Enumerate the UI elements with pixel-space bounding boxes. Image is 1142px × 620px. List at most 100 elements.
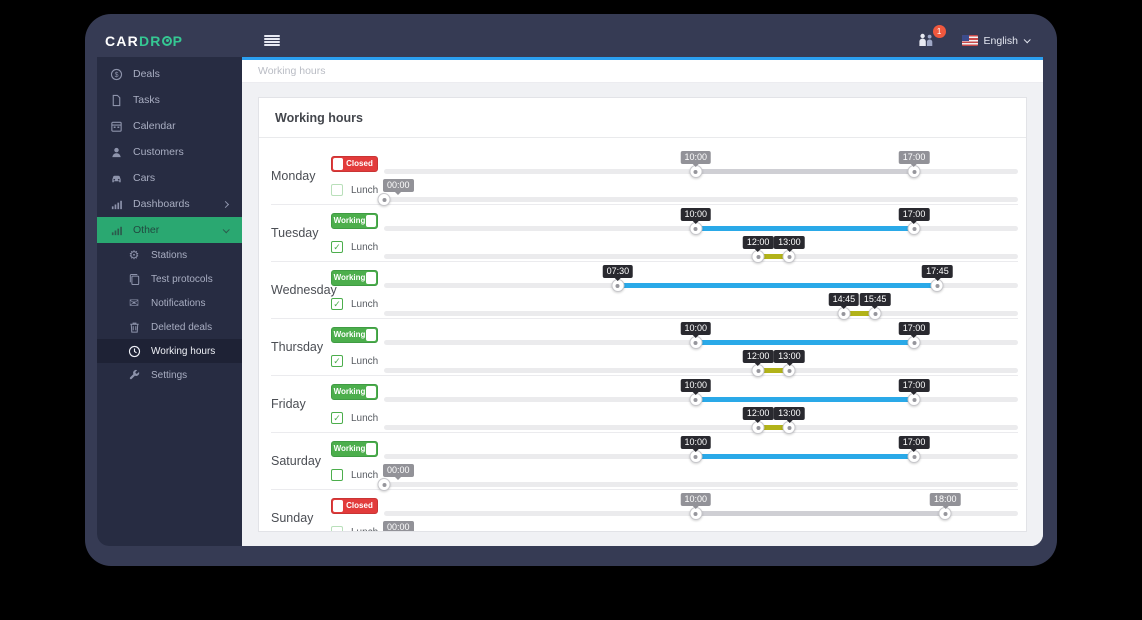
toggle-label: Working — [333, 216, 366, 225]
slider-tooltip: 10:00 — [680, 379, 712, 395]
toggle-label: Working — [333, 273, 366, 282]
notifications-icon: ✉ — [128, 296, 140, 310]
sidebar-main-menu: $ Deals Tasks Calendar Customers Cars Da… — [97, 61, 242, 243]
day-status-toggle[interactable]: Working — [331, 270, 378, 286]
sidebar-item-tasks[interactable]: Tasks — [97, 87, 242, 113]
card-title: Working hours — [259, 98, 1026, 138]
language-selector[interactable]: English — [961, 34, 1031, 47]
language-label: English — [983, 34, 1018, 47]
lunch-checkbox[interactable] — [331, 184, 343, 196]
sidebar-sub-menu: ⚙ Stations Test protocols ✉ Notification… — [97, 243, 242, 387]
slider-tooltip: 17:00 — [898, 151, 930, 167]
logo[interactable]: CAR DR P — [97, 24, 242, 57]
lunch-slider[interactable]: 12:00 13:00 — [384, 233, 1018, 263]
working-hours-slider[interactable]: 07:30 17:45 — [384, 262, 1018, 292]
sidebar-item-stations[interactable]: ⚙ Stations — [128, 248, 188, 262]
slider-range — [843, 311, 876, 316]
sidebar-item-calendar[interactable]: Calendar — [97, 113, 242, 139]
working-hours-slider[interactable]: 10:00 17:00 — [384, 148, 1018, 178]
chevron-down-icon — [1023, 36, 1031, 44]
sidebar-item-notifications[interactable]: ✉ Notifications — [128, 296, 206, 310]
slider-tooltip: 14:45 — [828, 293, 860, 309]
deals-icon: $ — [109, 67, 123, 81]
working-hours-slider[interactable]: 10:00 17:00 — [384, 433, 1018, 463]
top-header: CAR DR P 1 — [97, 24, 1043, 57]
slider-tooltip: 10:00 — [680, 151, 712, 167]
sidebar-item-test-protocols[interactable]: Test protocols — [97, 267, 242, 291]
slider-tooltip: 10:00 — [680, 493, 712, 509]
slider-handle[interactable] — [689, 507, 703, 520]
slider-range — [695, 340, 915, 345]
day-status-toggle[interactable]: Working — [331, 327, 378, 343]
slider-tooltip: 17:00 — [898, 436, 930, 452]
lunch-checkbox[interactable]: ✓ — [331, 298, 343, 310]
day-status-toggle[interactable]: Working — [331, 441, 378, 457]
slider-handle[interactable] — [377, 193, 391, 206]
lunch-slider[interactable]: 12:00 13:00 — [384, 347, 1018, 377]
working-hours-slider[interactable]: 10:00 17:00 — [384, 319, 1018, 349]
lunch-checkbox[interactable] — [331, 469, 343, 481]
dashboards-icon — [109, 197, 123, 211]
sidebar-item-dashboards[interactable]: Dashboards — [97, 191, 242, 217]
toggle-label: Closed — [346, 159, 373, 168]
day-status-toggle[interactable]: Closed — [331, 498, 378, 514]
slider-tooltip: 17:00 — [898, 322, 930, 338]
working-hours-slider[interactable]: 10:00 18:00 — [384, 490, 1018, 520]
sidebar-item-settings[interactable]: Settings — [97, 363, 242, 387]
page-content: Working hours Monday Closed 10:00 17:00 L… — [242, 83, 1043, 546]
toggle-knob — [366, 329, 376, 341]
day-label: Tuesday — [271, 226, 319, 240]
lunch-slider[interactable]: 00:00 — [377, 176, 1018, 206]
slider-track[interactable] — [384, 197, 1018, 202]
users-button[interactable]: 1 — [916, 24, 946, 50]
slider-range — [695, 511, 946, 516]
slider-tooltip: 12:00 — [742, 236, 774, 252]
slider-tooltip: 00:00 — [383, 179, 414, 195]
lunch-slider[interactable]: 14:45 15:45 — [384, 290, 1018, 320]
svg-text:$: $ — [114, 72, 118, 79]
toggle-label: Working — [333, 444, 366, 453]
lunch-slider[interactable]: 12:00 13:00 — [384, 404, 1018, 434]
sidebar-item-customers[interactable]: Customers — [97, 139, 242, 165]
lunch-checkbox[interactable]: ✓ — [331, 412, 343, 424]
toggle-knob — [333, 158, 343, 170]
slider-handle[interactable] — [907, 450, 921, 463]
slider-range — [758, 425, 790, 430]
slider-tooltip: 10:00 — [680, 208, 712, 224]
slider-track[interactable] — [384, 311, 1018, 316]
slider-range — [695, 454, 915, 459]
lunch-label: Lunch — [351, 241, 379, 253]
calendar-icon — [109, 119, 123, 133]
sidebar-item-working-hours[interactable]: Working hours — [97, 339, 242, 363]
day-row-wednesday: Wednesday Working 07:30 17:45 ✓ Lunch 14:… — [271, 262, 1018, 320]
working-hours-slider[interactable]: 10:00 17:00 — [384, 376, 1018, 406]
working-hours-card: Working hours Monday Closed 10:00 17:00 L… — [258, 97, 1027, 532]
slider-handle[interactable] — [837, 307, 851, 320]
day-status-toggle[interactable]: Working — [331, 213, 378, 229]
day-status-toggle[interactable]: Closed — [331, 156, 378, 172]
lunch-label: Lunch — [351, 355, 379, 367]
slider-track[interactable] — [384, 425, 1018, 430]
slider-track[interactable] — [384, 368, 1018, 373]
lunch-checkbox[interactable]: ✓ — [331, 355, 343, 367]
menu-toggle-icon[interactable] — [264, 34, 280, 47]
slider-track[interactable] — [384, 482, 1018, 487]
lunch-slider[interactable]: 00:00 — [377, 461, 1018, 491]
lunch-slider[interactable]: 00:00 — [383, 518, 1018, 531]
toggle-knob — [366, 386, 376, 398]
sidebar-item-cars[interactable]: Cars — [97, 165, 242, 191]
slider-handle[interactable] — [377, 478, 391, 491]
day-status-toggle[interactable]: Working — [331, 384, 378, 400]
sidebar-item-other[interactable]: Other — [97, 217, 242, 243]
day-row-friday: Friday Working 10:00 17:00 ✓ Lunch 12:00 1… — [271, 376, 1018, 434]
working-hours-slider[interactable]: 10:00 17:00 — [384, 205, 1018, 235]
slider-tooltip: 00:00 — [383, 521, 414, 531]
sidebar-item-deleted-deals[interactable]: Deleted deals — [97, 315, 242, 339]
sidebar-item-deals[interactable]: $ Deals — [97, 61, 242, 87]
slider-tooltip: 07:30 — [602, 265, 634, 281]
working-hours-icon — [127, 344, 141, 358]
lunch-checkbox[interactable]: ✓ — [331, 241, 343, 253]
toggle-knob — [333, 500, 343, 512]
slider-track[interactable] — [384, 254, 1018, 259]
lunch-checkbox[interactable] — [331, 526, 343, 531]
